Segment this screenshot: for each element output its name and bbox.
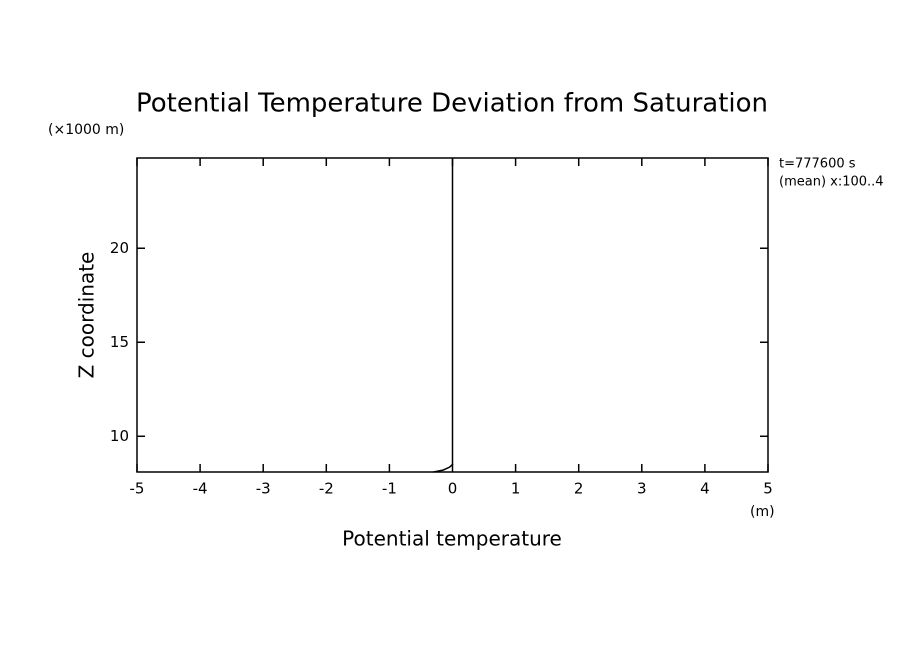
x-tick-label: -2	[319, 480, 334, 498]
x-tick-label: -3	[256, 480, 271, 498]
x-tick-label: -4	[193, 480, 208, 498]
y-axis-label: Z coordinate	[75, 252, 99, 379]
y-tick-label: 15	[110, 333, 129, 351]
chart-title: Potential Temperature Deviation from Sat…	[136, 89, 768, 119]
x-tick-label: 3	[637, 480, 647, 498]
x-tick-label: 2	[574, 480, 584, 498]
x-axis-label: Potential temperature	[342, 527, 562, 551]
x-tick-label: -1	[382, 480, 397, 498]
y-tick-label: 10	[110, 427, 129, 445]
annotation: t=777600 s	[779, 157, 856, 172]
x-tick-label: 5	[763, 480, 773, 498]
y-unit: (×1000 m)	[48, 122, 124, 138]
x-unit: (m)	[750, 504, 775, 520]
annotation: (mean) x:100..4	[779, 175, 884, 190]
y-tick-label: 20	[110, 239, 129, 257]
data-line	[433, 158, 454, 473]
x-tick-label: -5	[130, 480, 145, 498]
x-tick-label: 1	[511, 480, 521, 498]
x-tick-label: 0	[448, 480, 458, 498]
x-tick-label: 4	[700, 480, 710, 498]
